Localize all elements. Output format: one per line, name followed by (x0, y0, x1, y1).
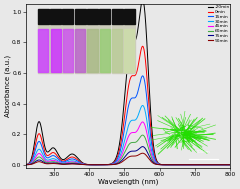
-20min (223, 164, 226, 166)
45min (141, 121, 144, 123)
90min (35, 161, 37, 164)
60min (24, 163, 27, 166)
90min (118, 162, 121, 164)
75min (35, 160, 37, 162)
-20min (185, 164, 188, 166)
75min (118, 161, 121, 163)
X-axis label: Wavelength (nm): Wavelength (nm) (98, 178, 158, 185)
60min (223, 164, 226, 166)
45min (229, 164, 232, 166)
45min (124, 144, 126, 147)
90min (141, 152, 144, 154)
Y-axis label: Absorbance (a.u.): Absorbance (a.u.) (4, 55, 11, 117)
0min (223, 164, 226, 166)
30min (118, 156, 121, 158)
30min (24, 163, 27, 166)
90min (185, 164, 188, 166)
Line: 75min: 75min (26, 147, 230, 165)
-20min (223, 164, 226, 166)
75min (124, 156, 126, 158)
30min (35, 152, 37, 154)
15min (229, 164, 232, 166)
45min (118, 158, 121, 160)
0min (24, 163, 27, 166)
30min (124, 137, 126, 139)
15min (141, 75, 144, 77)
45min (223, 164, 226, 166)
Line: 60min: 60min (26, 135, 230, 165)
15min (185, 164, 188, 166)
60min (35, 158, 37, 160)
0min (141, 45, 144, 47)
0min (118, 148, 121, 150)
Line: 30min: 30min (26, 105, 230, 165)
Line: 90min: 90min (26, 153, 230, 165)
0min (223, 164, 226, 166)
45min (35, 155, 37, 157)
75min (185, 164, 188, 166)
0min (35, 141, 37, 143)
15min (35, 146, 37, 149)
90min (223, 164, 226, 166)
Legend: -20min, 0min, 15min, 30min, 45min, 60min, 75min, 90min: -20min, 0min, 15min, 30min, 45min, 60min… (207, 5, 230, 43)
30min (185, 164, 188, 166)
90min (24, 163, 27, 166)
-20min (141, 0, 144, 1)
Line: 0min: 0min (26, 46, 230, 165)
75min (223, 164, 226, 166)
Line: 15min: 15min (26, 76, 230, 165)
45min (223, 164, 226, 166)
15min (223, 164, 226, 166)
90min (223, 164, 226, 166)
90min (229, 164, 232, 166)
30min (223, 164, 226, 166)
60min (223, 164, 226, 166)
75min (223, 164, 226, 166)
-20min (124, 90, 126, 92)
-20min (24, 163, 27, 166)
60min (124, 150, 126, 153)
75min (141, 146, 144, 148)
0min (124, 111, 126, 113)
30min (223, 164, 226, 166)
Line: -20min: -20min (26, 0, 230, 165)
75min (229, 164, 232, 166)
60min (118, 160, 121, 162)
30min (141, 104, 144, 107)
60min (185, 164, 188, 166)
60min (141, 134, 144, 136)
30min (229, 164, 232, 166)
45min (185, 164, 188, 166)
-20min (35, 132, 37, 134)
15min (124, 124, 126, 126)
0min (185, 164, 188, 166)
15min (223, 164, 226, 166)
Line: 45min: 45min (26, 122, 230, 165)
15min (24, 163, 27, 166)
-20min (118, 142, 121, 144)
90min (124, 158, 126, 161)
0min (229, 164, 232, 166)
60min (229, 164, 232, 166)
15min (118, 152, 121, 154)
-20min (229, 164, 232, 166)
45min (24, 163, 27, 166)
75min (24, 163, 27, 166)
